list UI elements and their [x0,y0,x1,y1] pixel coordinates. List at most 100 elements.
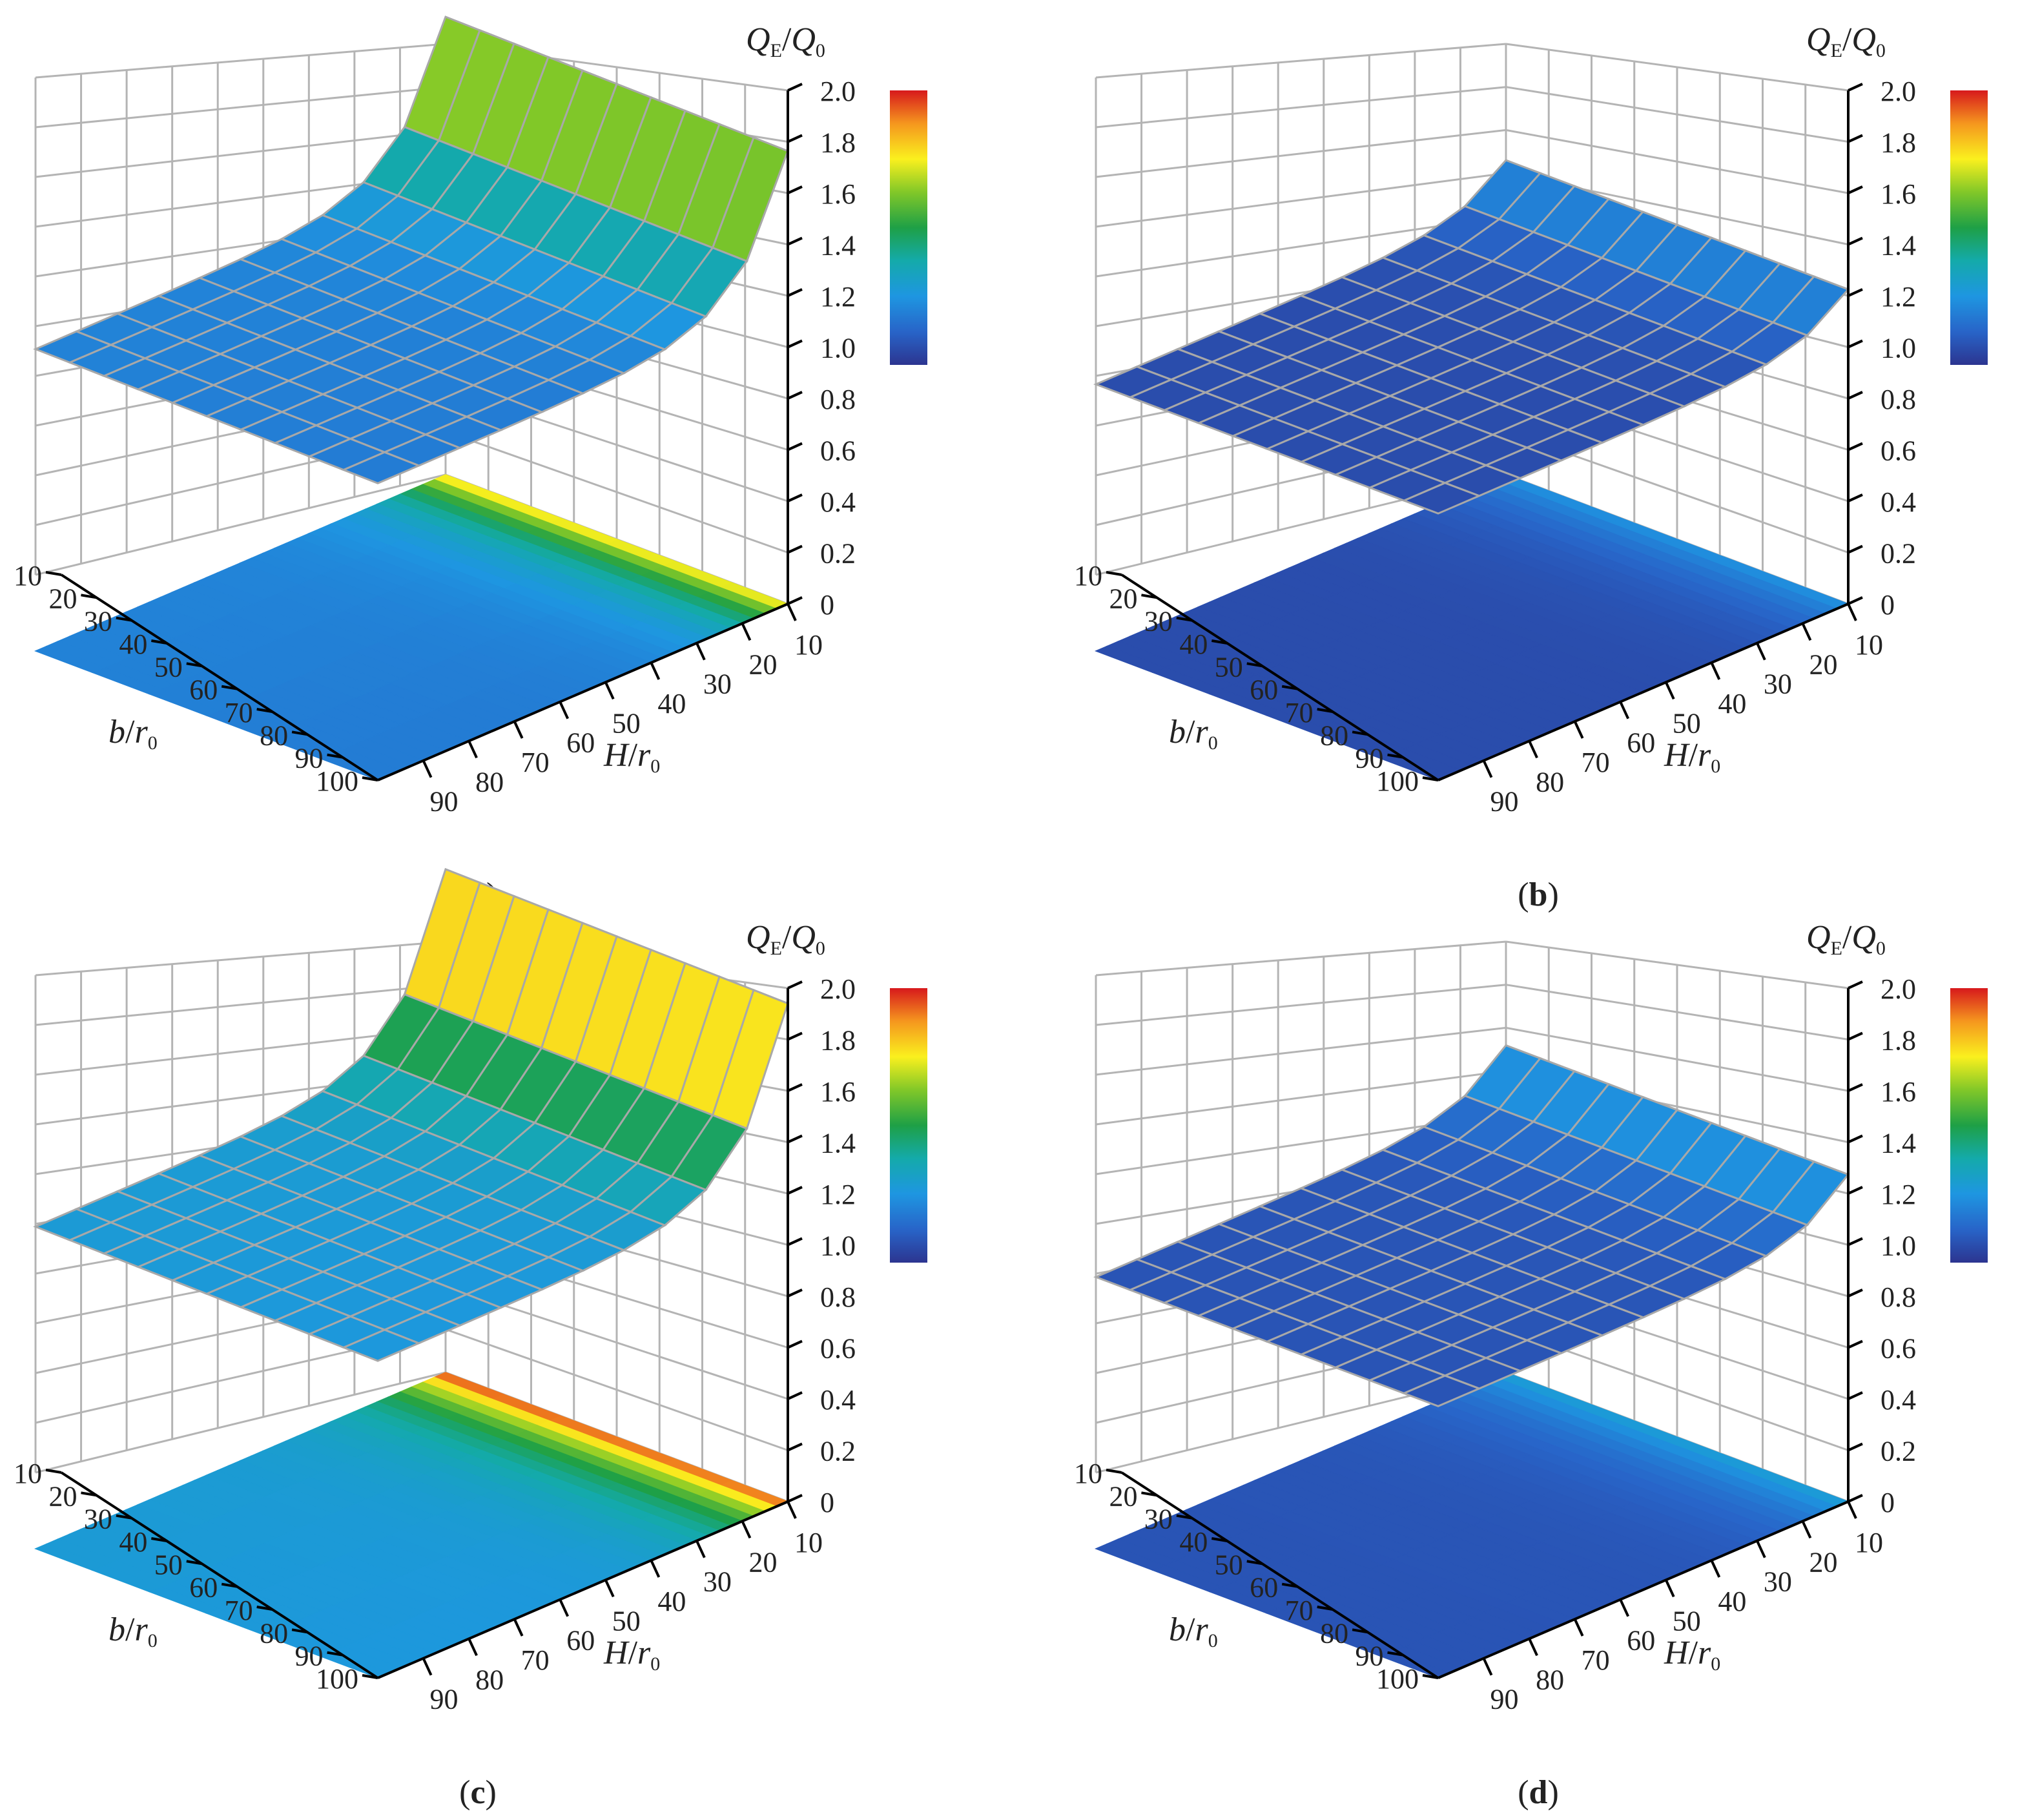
z-tick-label: 1.4 [1881,1128,1916,1159]
b-tick-label: 70 [225,1595,253,1626]
wall-grid-line [35,473,446,576]
panel-caption: (b) [1518,876,1559,913]
wall-grid-line [1505,940,1849,989]
z-tick-label: 1.8 [1881,1025,1916,1057]
colorbar [890,90,927,365]
b-tick [1211,639,1228,645]
b-tick [291,1628,308,1634]
h-tick-label: 50 [1673,1605,1701,1637]
b-tick [186,1560,203,1566]
h-tick-label: 60 [566,727,595,759]
z-tick [787,1186,803,1195]
panel-d: 00.20.40.60.81.01.21.41.61.82.0102030405… [1074,919,1988,1811]
z-tick [1848,544,1863,554]
z-tick-label: 0.2 [820,538,856,570]
z-axis-label: QE/Q0 [746,21,825,61]
z-tick-label: 2.0 [1881,973,1916,1005]
z-tick-label: 1.6 [1881,178,1916,210]
z-tick [1848,83,1863,92]
h-tick-label: 70 [1582,747,1610,778]
h-tick [1710,662,1721,680]
z-tick [1848,339,1863,349]
h-tick-label: 90 [1490,1684,1519,1715]
h-tick [1847,1501,1857,1519]
floor-cell [1094,1543,1166,1571]
b-tick-label: 10 [1074,1458,1102,1489]
z-tick [1848,493,1863,502]
h-tick-label: 20 [1809,1546,1837,1578]
h-axis-line [377,1500,788,1679]
wall-grid-line [35,1371,446,1474]
z-tick-label: 1.4 [820,1128,856,1159]
b-tick [116,1514,132,1520]
wall-grid-line [35,129,446,178]
h-tick [1573,1618,1584,1637]
wall-grid-line [445,430,788,553]
b-tick-label: 80 [260,1617,288,1649]
h-tick-label: 40 [657,688,686,719]
b-tick [1281,685,1298,690]
h-tick [1847,603,1857,621]
b-tick [45,1469,62,1474]
z-tick [1848,134,1863,143]
panel-a: 00.20.40.60.81.01.21.41.61.82.0102030405… [14,16,927,913]
h-tick-label: 30 [703,668,732,700]
h-tick [513,721,524,739]
surface-cell [33,330,114,364]
surface [33,16,789,484]
z-tick [1848,288,1863,297]
b-tick-label: 90 [295,1640,324,1672]
h-tick [1756,1540,1766,1558]
floor-cell [34,645,105,674]
b-tick-label: 100 [316,765,358,797]
wall-grid-line [1095,43,1507,79]
h-tick [741,623,752,641]
b-tick [1106,571,1122,576]
z-tick-label: 0.4 [1881,486,1916,518]
b-tick [1317,708,1333,713]
h-tick-label: 30 [703,1566,732,1598]
z-tick-label: 1.2 [1881,1179,1916,1210]
z-axis-label: QE/Q0 [1806,919,1886,959]
wall-grid-line [1095,129,1507,178]
b-tick [1246,1560,1263,1566]
b-tick-label: 20 [1109,583,1137,614]
h-tick [468,1638,478,1657]
h-tick-label: 30 [1764,668,1792,700]
z-tick-label: 1.0 [1881,1230,1916,1262]
z-tick [787,185,803,194]
h-tick-label: 80 [1536,1664,1564,1695]
h-axis-line [1438,1500,1849,1679]
h-tick [1528,1638,1538,1657]
z-tick-label: 0 [820,589,834,621]
wall-grid-line [1095,984,1507,1026]
z-tick-label: 0 [1881,589,1895,621]
z-tick [1848,1288,1863,1298]
b-tick-label: 70 [1285,697,1314,729]
h-tick [1756,642,1766,661]
surface [1093,1044,1850,1407]
h-axis-label: H/r0 [1664,1635,1720,1675]
b-tick [1176,616,1193,622]
h-tick-label: 40 [657,1586,686,1617]
surface-cell [1093,1258,1174,1291]
z-tick-label: 2.0 [820,973,856,1005]
b-tick [1246,662,1263,668]
wall-grid-line [1505,129,1849,194]
b-tick-label: 70 [225,697,253,729]
h-tick [604,1579,615,1598]
h-tick-label: 50 [612,1605,641,1637]
h-tick-label: 20 [1809,648,1837,680]
h-tick-label: 10 [794,629,823,661]
h-tick [696,1540,706,1558]
axes: 00.20.40.60.81.01.21.41.61.82.0102030405… [1074,76,1916,818]
b-tick [1422,776,1439,781]
b-tick [1141,594,1157,599]
b-tick-label: 30 [1144,1504,1173,1535]
wall-grid-line [1095,172,1507,228]
b-tick-label: 60 [1250,674,1278,706]
z-axis-label: QE/Q0 [1806,21,1886,61]
h-tick [1482,1657,1493,1676]
b-tick-label: 50 [154,1549,183,1580]
h-tick-label: 90 [1490,786,1519,818]
